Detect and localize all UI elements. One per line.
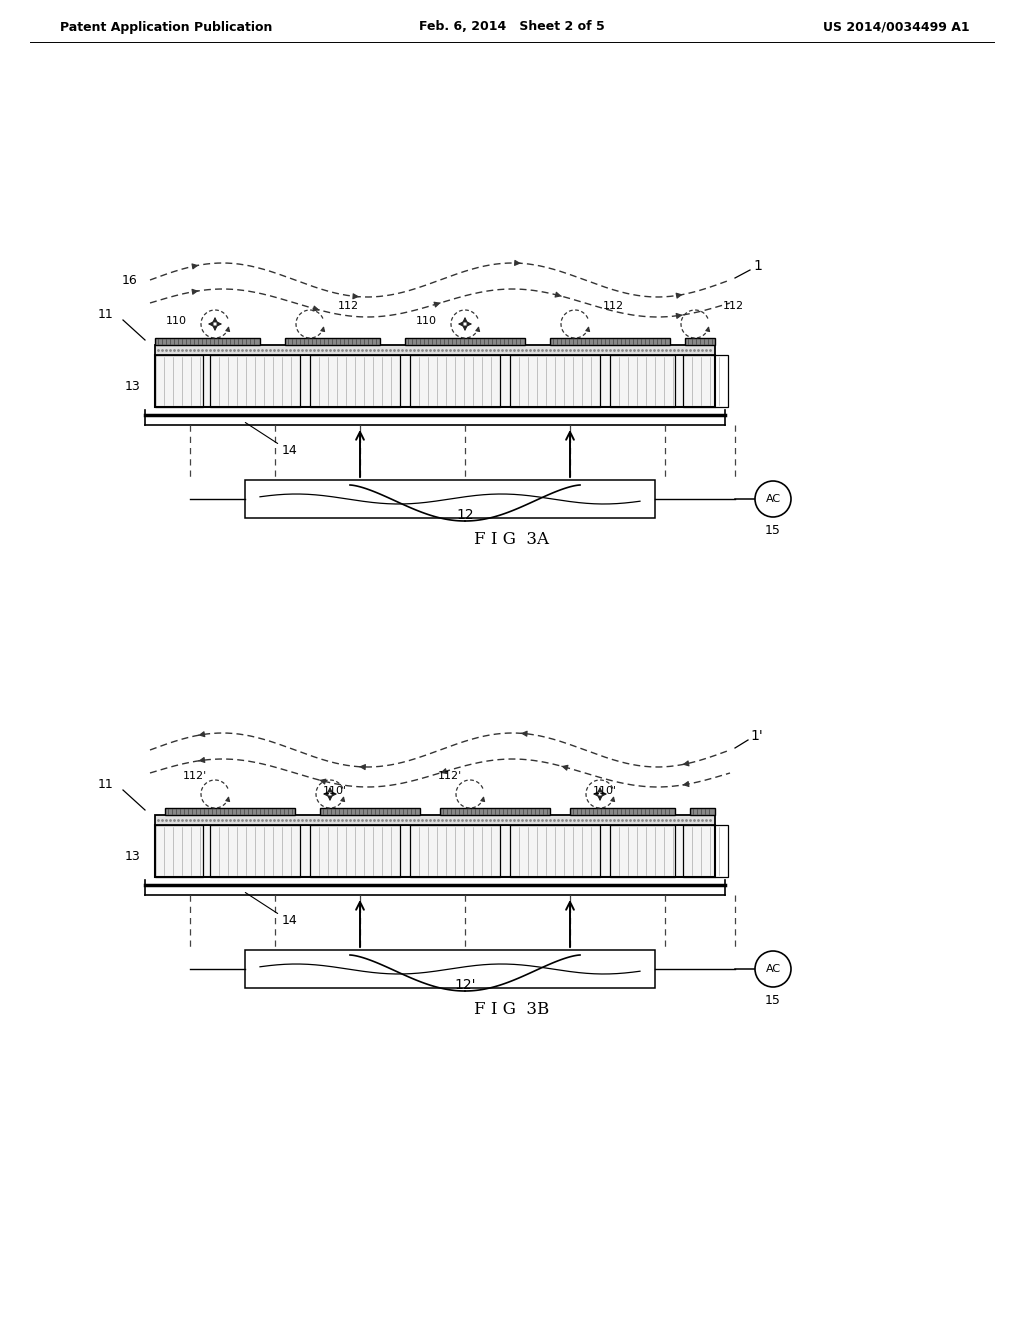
Bar — [610, 825, 675, 876]
Bar — [310, 355, 400, 407]
Bar — [210, 355, 300, 407]
Text: 110': 110' — [593, 785, 617, 796]
Circle shape — [755, 950, 791, 987]
Bar — [319, 808, 420, 814]
Text: F I G  3A: F I G 3A — [474, 532, 550, 549]
Text: 110': 110' — [323, 785, 347, 796]
Bar — [510, 355, 600, 407]
Bar — [310, 825, 400, 876]
Text: Feb. 6, 2014   Sheet 2 of 5: Feb. 6, 2014 Sheet 2 of 5 — [419, 21, 605, 33]
Text: 110: 110 — [166, 315, 187, 326]
Text: AC: AC — [765, 494, 780, 504]
Bar — [155, 825, 715, 876]
Text: AC: AC — [765, 964, 780, 974]
Bar — [406, 338, 525, 345]
Bar — [210, 825, 300, 876]
Text: 13: 13 — [125, 380, 141, 392]
Text: 14: 14 — [283, 445, 298, 458]
Text: US 2014/0034499 A1: US 2014/0034499 A1 — [823, 21, 970, 33]
Text: 11: 11 — [97, 309, 113, 322]
Text: 112': 112' — [438, 771, 462, 781]
Text: 16: 16 — [121, 273, 137, 286]
Bar — [155, 355, 715, 407]
Bar — [550, 338, 670, 345]
Bar — [683, 825, 728, 876]
Bar — [440, 808, 550, 814]
Text: 112: 112 — [723, 301, 744, 312]
Bar — [690, 808, 715, 814]
Text: 112: 112 — [603, 301, 624, 312]
Text: 14: 14 — [283, 915, 298, 928]
Bar — [155, 825, 203, 876]
Text: 1: 1 — [753, 259, 762, 273]
Text: 1': 1' — [750, 729, 763, 743]
Bar — [683, 355, 728, 407]
Bar — [165, 808, 295, 814]
Text: 112': 112' — [183, 771, 207, 781]
Bar — [410, 355, 500, 407]
Text: 110: 110 — [416, 315, 437, 326]
Bar — [410, 825, 500, 876]
Bar — [685, 338, 715, 345]
Text: 15: 15 — [765, 994, 781, 1007]
Text: 112: 112 — [338, 301, 359, 312]
Bar — [155, 814, 715, 825]
Bar — [285, 338, 380, 345]
Bar — [155, 355, 203, 407]
Text: F I G  3B: F I G 3B — [474, 1002, 550, 1019]
Bar — [245, 480, 655, 517]
Text: 12: 12 — [456, 508, 474, 521]
Text: 12': 12' — [455, 978, 476, 993]
Bar — [155, 338, 260, 345]
Text: 13: 13 — [125, 850, 141, 862]
Circle shape — [755, 480, 791, 517]
Bar — [155, 345, 715, 355]
Text: 15: 15 — [765, 524, 781, 537]
Text: 11: 11 — [97, 779, 113, 792]
Bar — [610, 355, 675, 407]
Bar — [570, 808, 675, 814]
Text: Patent Application Publication: Patent Application Publication — [60, 21, 272, 33]
Bar — [510, 825, 600, 876]
Bar — [245, 950, 655, 987]
